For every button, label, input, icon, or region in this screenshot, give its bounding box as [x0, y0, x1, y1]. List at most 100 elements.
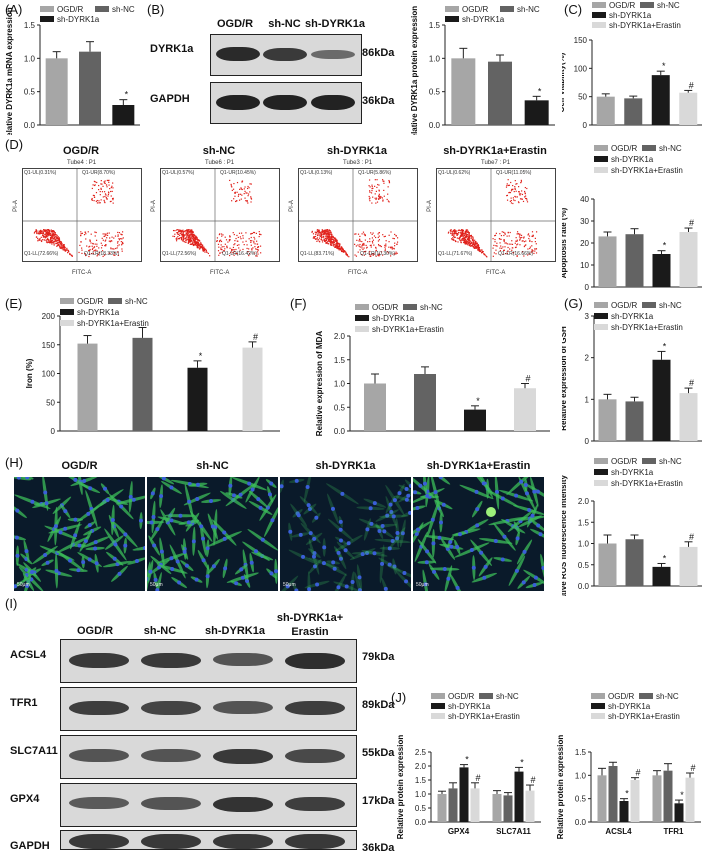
flow-event [495, 245, 497, 247]
flow-event [370, 246, 372, 248]
flow-event [512, 189, 514, 191]
flow-event [62, 247, 64, 249]
flow-event [315, 233, 317, 235]
legend-swatch-erastin [60, 320, 74, 326]
cell-nucleus [404, 497, 409, 502]
flow-event [92, 184, 94, 186]
legend-swatch-erastin [355, 326, 369, 332]
flow-event [200, 242, 202, 244]
flow-event [478, 250, 480, 252]
flow-event [456, 234, 458, 236]
cell-nucleus [222, 530, 227, 535]
flow-event [321, 230, 323, 232]
flow-event [96, 243, 98, 245]
flow-event [52, 233, 54, 235]
flow-event [465, 240, 467, 242]
flow-event [323, 239, 326, 241]
flow-event [235, 200, 237, 203]
legend-label-shnc: sh-NC [112, 5, 135, 14]
flow-event [463, 237, 465, 240]
flow-event [40, 240, 42, 242]
cell-nucleus [58, 530, 63, 535]
flow-event [109, 200, 112, 203]
flow-event [54, 233, 57, 235]
flow-event [335, 239, 337, 241]
y-tick-label: 0 [585, 283, 590, 292]
flow-event [535, 252, 538, 254]
flow-event [84, 231, 87, 233]
flow-event [41, 239, 43, 241]
flow-event [457, 233, 459, 235]
flow-event [42, 231, 45, 233]
flow-event [102, 233, 104, 235]
flow-event [496, 242, 498, 244]
flow-event [477, 246, 480, 248]
flow-event [335, 244, 338, 246]
cell-nucleus [431, 541, 436, 546]
cell-nucleus [385, 513, 390, 518]
legend-label-ogdr: OGD/R [611, 457, 637, 466]
flow-event [501, 231, 503, 233]
flow-event [45, 234, 47, 236]
cell-nucleus [438, 520, 443, 525]
flow-event [194, 236, 197, 238]
flow-event [229, 239, 231, 241]
flow-event [454, 230, 456, 232]
flow-event [243, 243, 245, 246]
flow-event [391, 247, 393, 249]
flow-event [334, 244, 336, 246]
flow-event [216, 240, 218, 242]
cell-nucleus [76, 568, 81, 573]
cell-nucleus [483, 564, 488, 569]
flow-event [178, 230, 180, 233]
cell-nucleus [269, 571, 274, 576]
cell-nucleus [527, 508, 532, 513]
legend-label-erastin: sh-DYRK1a+Erastin [609, 21, 681, 30]
legend-swatch-shnc [479, 693, 493, 699]
flow-event [88, 246, 90, 248]
flow-event [337, 247, 339, 249]
flow-event [516, 196, 518, 198]
flow-event [201, 247, 203, 249]
flow-event [515, 240, 517, 242]
flow-event [492, 238, 494, 240]
flow-event [188, 235, 190, 237]
blot-band [69, 653, 129, 668]
significance-mark: * [199, 351, 203, 361]
flow-event [59, 240, 61, 243]
flow-event [94, 249, 96, 251]
flow-event [195, 241, 197, 243]
cell-nucleus [493, 538, 498, 543]
flow-event [199, 240, 201, 242]
flow-event [312, 233, 315, 235]
flow-ur: Q1-UR(5.86%) [358, 170, 392, 176]
micro-title-3: sh-DYRK1a [315, 460, 376, 472]
flow-event [330, 238, 332, 240]
blot-band [213, 834, 273, 849]
flow-event [46, 239, 48, 241]
flow-event [51, 240, 53, 243]
blot-band [141, 834, 201, 849]
blot-i-strip [60, 639, 357, 683]
flow-event [192, 242, 194, 244]
cell-nucleus [128, 494, 133, 499]
flow-event [383, 195, 385, 197]
flow-event [523, 245, 525, 248]
cell-nucleus [267, 492, 272, 497]
flow-event [40, 231, 42, 233]
flow-event [53, 236, 55, 239]
flow-event [342, 250, 344, 252]
flow-event [191, 233, 193, 235]
flow-event [522, 200, 525, 203]
flow-event [477, 249, 480, 251]
cell-nucleus [155, 588, 160, 591]
flow-event [88, 253, 91, 255]
micro-cells [147, 477, 278, 591]
flow-event [519, 194, 521, 196]
flow-event [202, 245, 204, 247]
blot-i-row-label: ACSL4 [10, 649, 47, 661]
flow-event [255, 248, 257, 250]
flow-event [333, 244, 335, 246]
flow-event [61, 243, 63, 245]
cell-nucleus [397, 491, 402, 496]
